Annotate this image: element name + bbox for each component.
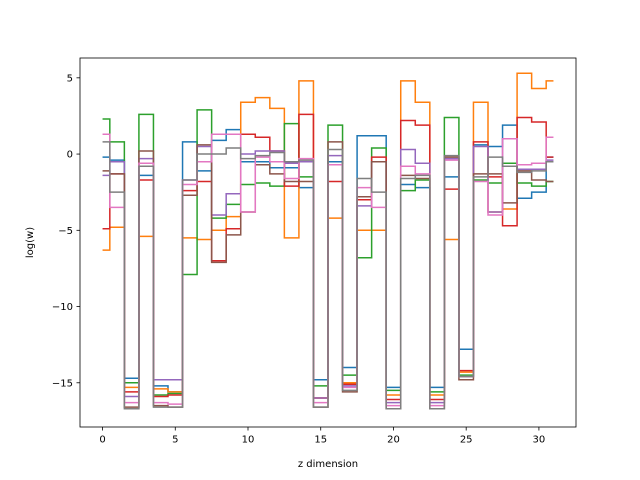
y-tick-label: 0: [67, 150, 73, 161]
plot-frame: [79, 57, 577, 428]
y-axis-label: log(w): [25, 227, 36, 258]
x-tick-label: 10: [242, 435, 255, 446]
x-tick-label: 30: [533, 435, 546, 446]
x-tick-label: 25: [460, 435, 473, 446]
y-tick-label: −5: [58, 226, 73, 237]
x-tick-label: 20: [387, 435, 400, 446]
y-tick-label: −15: [52, 378, 73, 389]
series-layer: [102, 72, 554, 410]
x-tick-label: 0: [99, 435, 105, 446]
x-tick-label: 15: [314, 435, 327, 446]
tick-layer: 0 5 10 15 20 25 30 5 0 −5 −10 −15: [52, 73, 545, 445]
y-tick-label: −10: [52, 302, 73, 313]
x-axis-label: z dimension: [298, 459, 358, 470]
x-tick-label: 5: [172, 435, 178, 446]
y-tick-label: 5: [67, 73, 73, 84]
series-line-8: [102, 141, 554, 410]
